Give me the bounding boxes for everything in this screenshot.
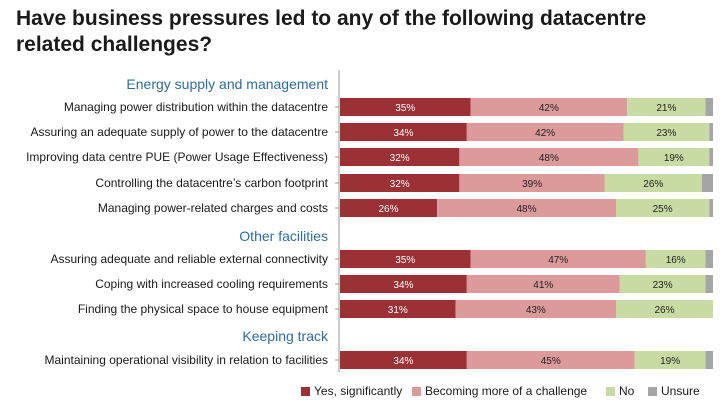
data-label: 45% <box>541 356 561 367</box>
data-label: 34% <box>393 356 413 367</box>
bar-segment <box>340 123 467 141</box>
bar-segment <box>340 148 460 166</box>
bar-segment <box>709 123 713 141</box>
bar-segment <box>604 174 702 192</box>
data-label: 48% <box>516 204 536 215</box>
bar-segment <box>616 199 710 217</box>
legend-label: No <box>619 384 635 398</box>
legend-swatch <box>648 387 657 396</box>
data-label: 16% <box>666 255 686 266</box>
bar-segment <box>466 275 620 293</box>
data-label: 41% <box>533 280 553 291</box>
data-label: 19% <box>664 153 684 164</box>
data-label: 35% <box>395 103 415 114</box>
data-label: 21% <box>656 103 676 114</box>
group-label: Keeping track <box>242 328 329 344</box>
category-label: Controlling the datacentre’s carbon foot… <box>95 176 328 190</box>
data-label: 43% <box>526 305 546 316</box>
legend-swatch <box>412 387 421 396</box>
bar-segment <box>466 123 624 141</box>
legend-swatch <box>301 387 310 396</box>
data-label: 42% <box>539 103 559 114</box>
data-label: 48% <box>539 153 559 164</box>
data-label: 32% <box>390 179 410 190</box>
bar-segment <box>709 148 713 166</box>
category-label: Coping with increased cooling requiremen… <box>95 277 328 291</box>
category-label: Assuring adequate and reliable external … <box>50 252 328 266</box>
bar-segment <box>616 300 713 318</box>
data-label: 31% <box>388 305 408 316</box>
data-label: 34% <box>393 280 413 291</box>
data-label: 26% <box>655 305 675 316</box>
bar-segment <box>645 250 706 268</box>
legend-label: Yes, significantly <box>314 384 402 398</box>
data-label: 23% <box>653 280 673 291</box>
bar-segment <box>340 98 471 116</box>
data-label: 19% <box>660 356 680 367</box>
data-label: 26% <box>643 179 663 190</box>
bar-segment <box>340 275 467 293</box>
data-label: 35% <box>395 255 415 266</box>
bar-segment <box>701 174 713 192</box>
chart-title: Have business pressures led to any of th… <box>16 7 647 56</box>
legend-label: Becoming more of a challenge <box>425 384 587 398</box>
legend-swatch <box>606 387 615 396</box>
legend-label: Unsure <box>661 384 700 398</box>
bar-segment <box>705 351 713 369</box>
data-label: 34% <box>393 128 413 139</box>
data-label: 32% <box>390 153 410 164</box>
data-label: 26% <box>378 204 398 215</box>
bar-segment <box>466 351 635 369</box>
bar-segment <box>340 300 456 318</box>
bar-segment <box>705 98 713 116</box>
category-label: Managing power-related charges and costs <box>98 201 328 215</box>
bar-segment <box>455 300 617 318</box>
bar-segment <box>470 250 646 268</box>
category-label: Maintaining operational visibility in re… <box>45 353 328 367</box>
bar-segment <box>638 148 710 166</box>
data-label: 39% <box>522 179 542 190</box>
bar-segment <box>459 148 639 166</box>
bar-segment <box>436 199 617 217</box>
bar-segment <box>619 275 706 293</box>
bar-segment <box>340 351 467 369</box>
bar-segment <box>705 250 713 268</box>
bar-segment <box>340 174 460 192</box>
category-label: Improving data centre PUE (Power Usage E… <box>26 150 328 164</box>
data-label: 47% <box>548 255 568 266</box>
bar-segment <box>340 250 471 268</box>
data-label: 23% <box>656 128 676 139</box>
category-label: Managing power distribution within the d… <box>64 100 328 114</box>
bar-segment <box>705 275 713 293</box>
bar-segment <box>627 98 706 116</box>
bar-segment <box>459 174 605 192</box>
bar-segment <box>634 351 706 369</box>
group-label: Energy supply and management <box>126 76 328 92</box>
category-label: Assuring an adequate supply of power to … <box>30 125 328 139</box>
bar-segment <box>340 199 437 217</box>
category-label: Finding the physical space to house equi… <box>78 302 329 316</box>
bar-segment <box>709 199 713 217</box>
group-label: Other facilities <box>239 228 328 244</box>
data-label: 42% <box>535 128 555 139</box>
bar-segment <box>470 98 628 116</box>
bar-segment <box>623 123 710 141</box>
data-label: 25% <box>653 204 673 215</box>
